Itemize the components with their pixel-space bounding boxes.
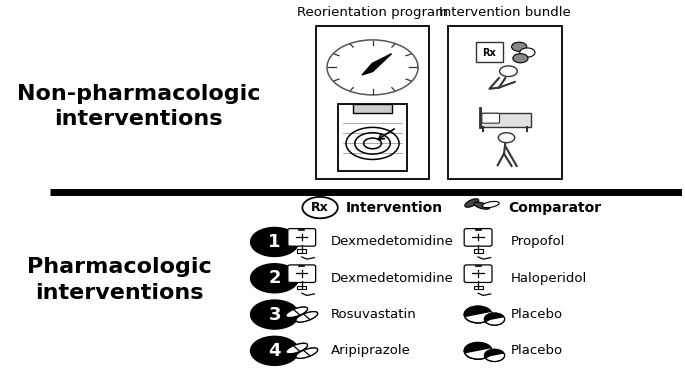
- FancyBboxPatch shape: [464, 229, 492, 246]
- Polygon shape: [464, 343, 491, 353]
- Circle shape: [464, 343, 492, 359]
- Text: 3: 3: [269, 306, 281, 324]
- Text: Propofol: Propofol: [510, 236, 564, 248]
- Circle shape: [251, 264, 299, 293]
- Text: 2: 2: [269, 269, 281, 287]
- Ellipse shape: [482, 201, 499, 208]
- Polygon shape: [296, 312, 318, 322]
- Text: 4: 4: [269, 342, 281, 360]
- Text: 1: 1: [269, 233, 281, 251]
- FancyBboxPatch shape: [464, 265, 492, 282]
- Ellipse shape: [464, 199, 479, 207]
- Text: Placebo: Placebo: [510, 344, 562, 357]
- Polygon shape: [484, 349, 504, 357]
- Text: Dexmedetomidine: Dexmedetomidine: [331, 236, 453, 248]
- Text: Rx: Rx: [482, 47, 497, 57]
- FancyBboxPatch shape: [473, 249, 482, 253]
- Text: Intervention: Intervention: [345, 201, 443, 215]
- FancyBboxPatch shape: [482, 113, 499, 123]
- Polygon shape: [484, 313, 504, 321]
- Circle shape: [251, 336, 299, 365]
- Circle shape: [498, 133, 514, 143]
- Polygon shape: [286, 307, 308, 317]
- Circle shape: [464, 306, 492, 323]
- FancyBboxPatch shape: [353, 104, 392, 113]
- Circle shape: [251, 300, 299, 329]
- Circle shape: [251, 227, 299, 256]
- FancyBboxPatch shape: [475, 42, 503, 62]
- Polygon shape: [464, 306, 491, 317]
- Ellipse shape: [474, 202, 490, 209]
- Circle shape: [327, 40, 418, 95]
- Text: Rx: Rx: [311, 201, 329, 214]
- FancyBboxPatch shape: [288, 265, 316, 282]
- Text: Rosuvastatin: Rosuvastatin: [331, 308, 416, 321]
- Circle shape: [302, 197, 338, 218]
- Circle shape: [520, 48, 535, 57]
- FancyBboxPatch shape: [297, 286, 306, 289]
- Polygon shape: [362, 54, 392, 75]
- Polygon shape: [296, 312, 318, 322]
- Text: Dexmedetomidine: Dexmedetomidine: [331, 272, 453, 285]
- Text: Placebo: Placebo: [510, 308, 562, 321]
- Polygon shape: [286, 307, 308, 317]
- Circle shape: [512, 42, 527, 51]
- Text: Aripiprazole: Aripiprazole: [331, 344, 411, 357]
- Text: Haloperidol: Haloperidol: [510, 272, 586, 285]
- FancyBboxPatch shape: [480, 113, 531, 127]
- FancyBboxPatch shape: [338, 104, 408, 171]
- Text: Intervention bundle: Intervention bundle: [439, 6, 571, 19]
- Text: Comparator: Comparator: [508, 201, 601, 215]
- Text: Non-pharmacologic
interventions: Non-pharmacologic interventions: [17, 83, 260, 129]
- Text: Pharmacologic
interventions: Pharmacologic interventions: [27, 257, 212, 303]
- Polygon shape: [296, 348, 318, 359]
- Polygon shape: [286, 343, 308, 354]
- Text: Reorientation program: Reorientation program: [297, 6, 448, 19]
- FancyBboxPatch shape: [297, 249, 306, 253]
- Circle shape: [499, 66, 517, 76]
- FancyBboxPatch shape: [316, 26, 429, 179]
- FancyBboxPatch shape: [473, 286, 482, 289]
- Circle shape: [484, 313, 505, 325]
- Circle shape: [484, 349, 505, 362]
- Polygon shape: [296, 348, 318, 359]
- Circle shape: [513, 54, 528, 63]
- Polygon shape: [286, 343, 308, 354]
- FancyBboxPatch shape: [288, 229, 316, 246]
- FancyBboxPatch shape: [449, 26, 562, 179]
